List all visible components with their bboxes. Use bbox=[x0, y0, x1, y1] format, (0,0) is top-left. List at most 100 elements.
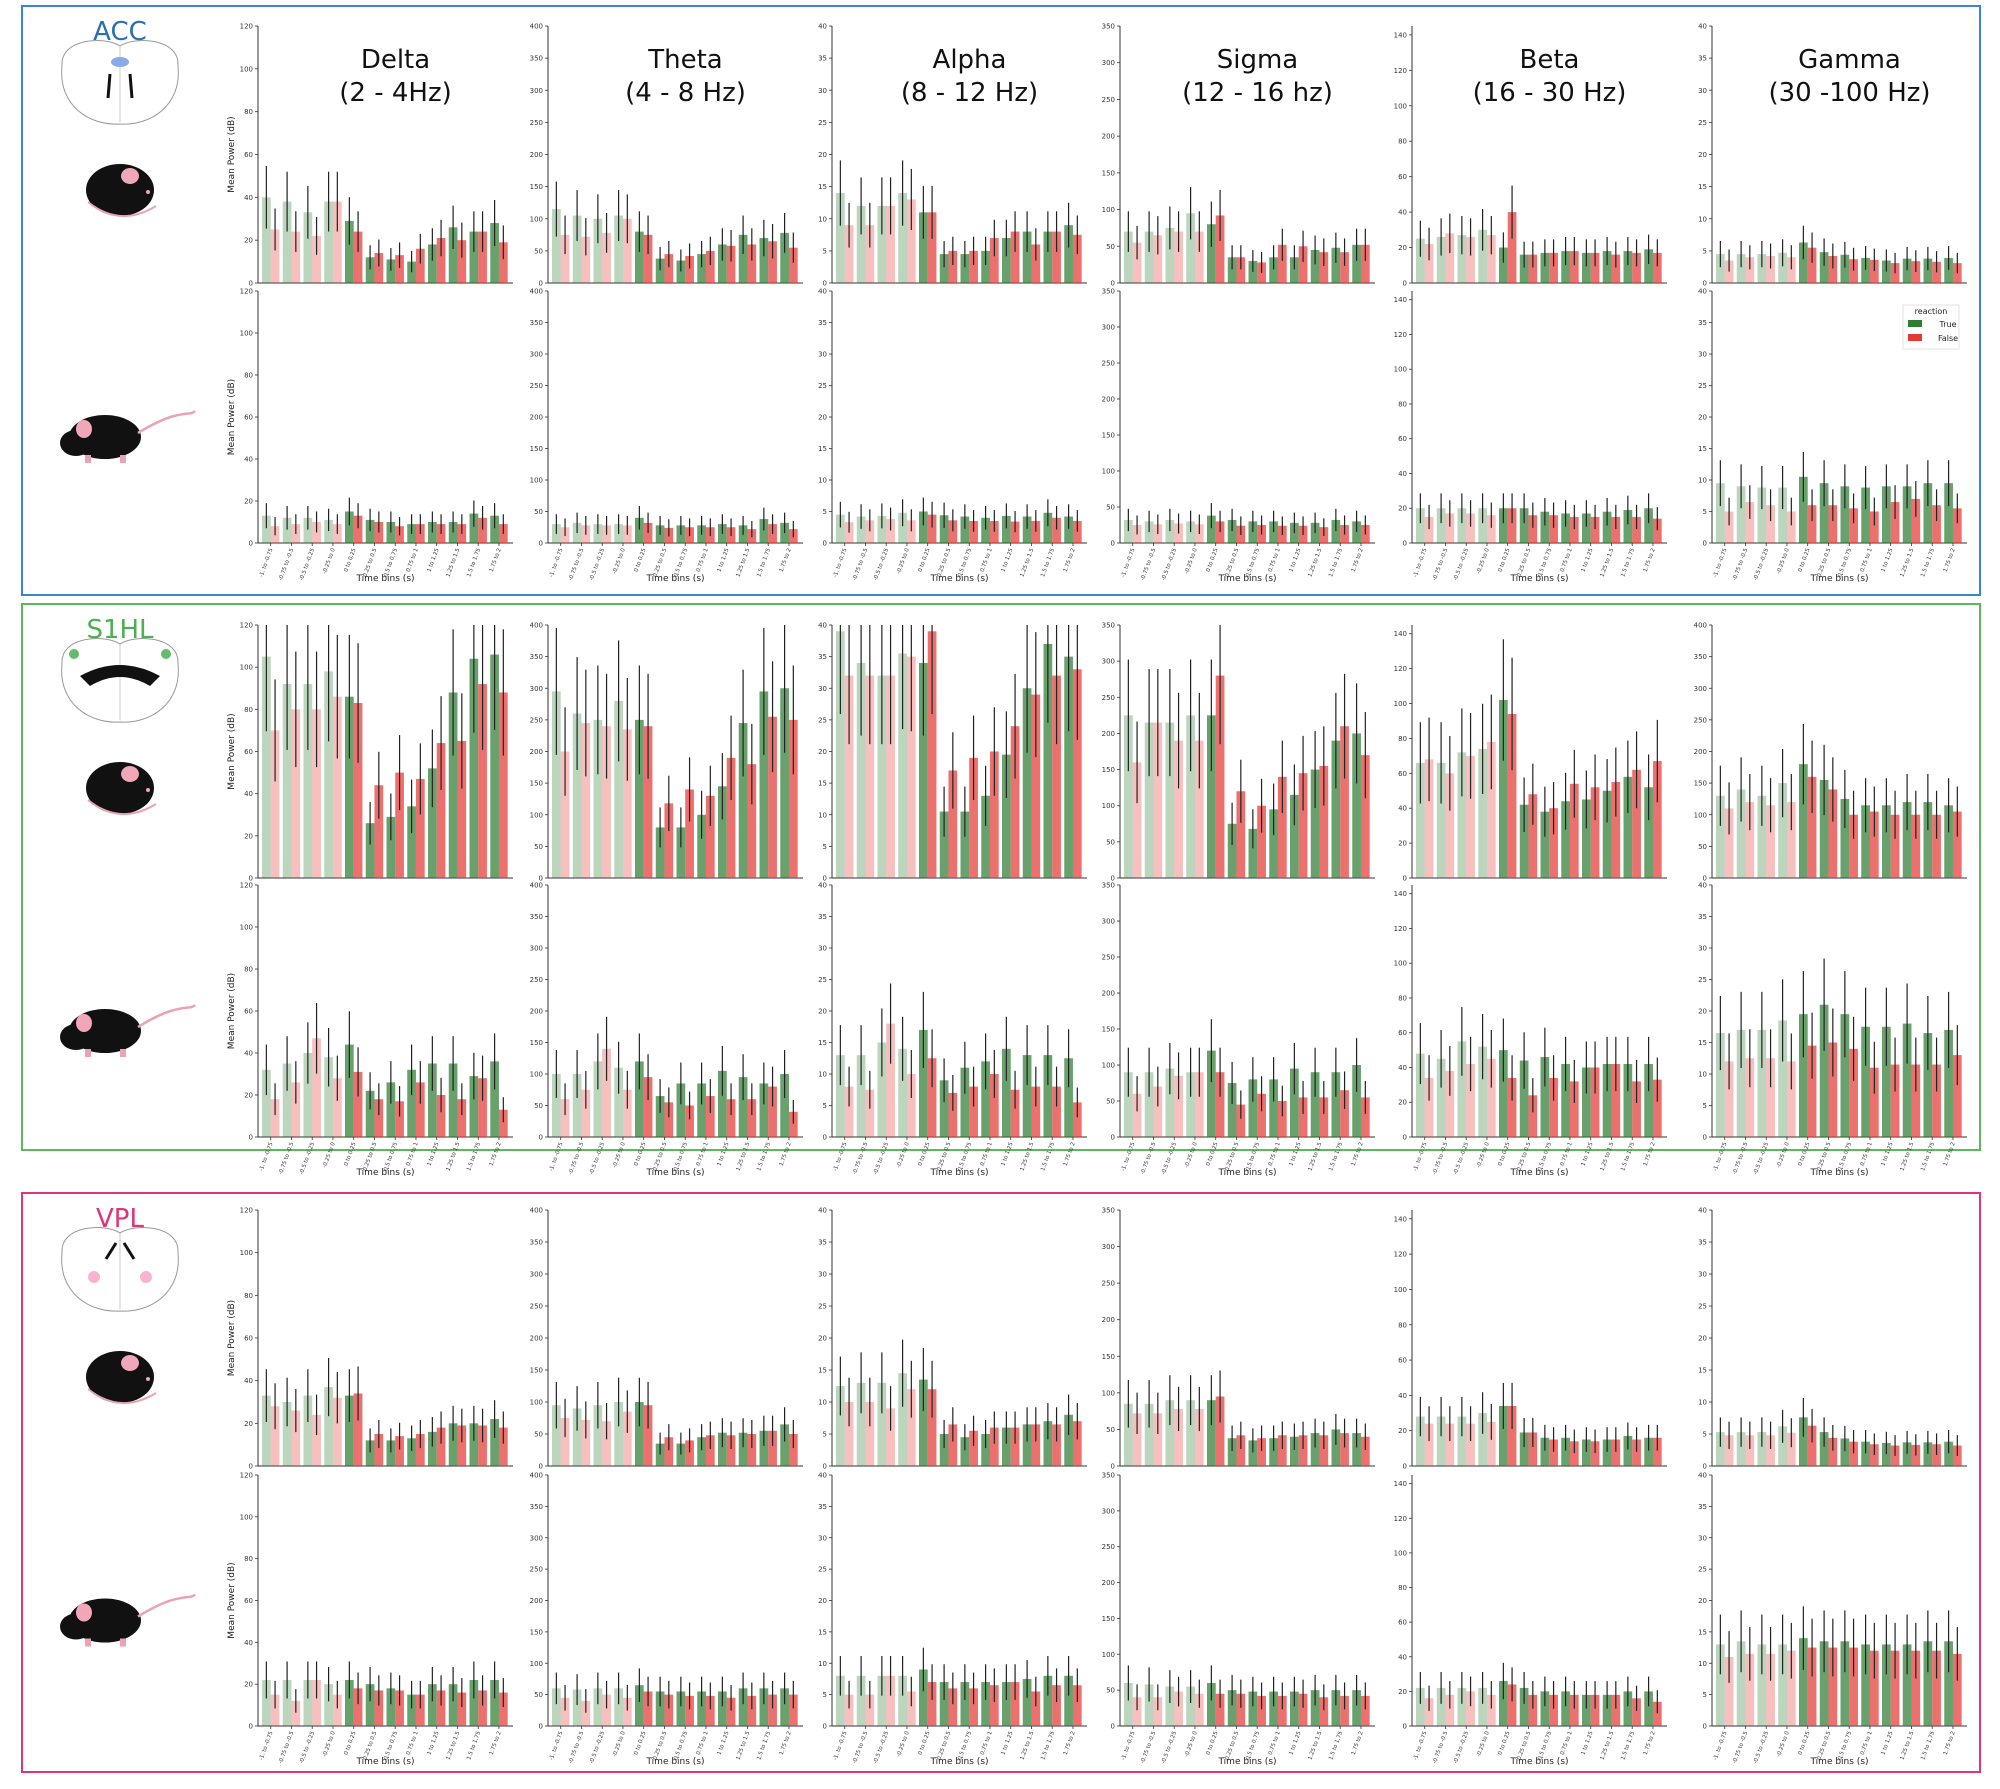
bar-true bbox=[1043, 1421, 1053, 1466]
x-tick-label: -1. to -0.75 bbox=[549, 1141, 565, 1172]
bar-false bbox=[1611, 1439, 1621, 1466]
bar-false bbox=[1236, 791, 1246, 878]
y-tick-label: 120 bbox=[240, 1207, 253, 1215]
bar-false bbox=[1360, 1097, 1370, 1137]
bar-true bbox=[898, 1373, 907, 1466]
bar-true bbox=[490, 515, 499, 543]
bar-false bbox=[927, 514, 937, 543]
x-tick-label: -0.25 to 0 bbox=[1776, 547, 1791, 575]
panel-acc-delta-bottom: 0 20 40 60 80 100 120 Mean Power (dB) -1. to -0.… bbox=[227, 288, 513, 584]
bar-false bbox=[989, 751, 999, 878]
mouse-nose bbox=[146, 788, 150, 792]
bar-false bbox=[1549, 1439, 1558, 1466]
bar-true bbox=[1561, 1064, 1570, 1137]
bar-false bbox=[353, 1071, 363, 1137]
x-tick-label: -0.5 to -0.25 bbox=[589, 1141, 606, 1175]
bar-true bbox=[655, 1096, 665, 1137]
bar-true bbox=[407, 1694, 416, 1726]
y-tick-label: 80 bbox=[1398, 138, 1407, 146]
y-tick-label: 30 bbox=[1698, 945, 1707, 953]
bar-false bbox=[312, 235, 321, 283]
bar-true bbox=[345, 1679, 354, 1726]
band-title-gamma: Gamma bbox=[1798, 45, 1901, 75]
x-tick-label: -0.25 to 0 bbox=[322, 1141, 337, 1169]
bar-true bbox=[1002, 1048, 1011, 1137]
bar-true bbox=[1064, 516, 1073, 543]
bar-true bbox=[1644, 1691, 1653, 1726]
y-axis-label: Mean Power (dB) bbox=[227, 973, 237, 1049]
bar-true bbox=[898, 1675, 907, 1726]
x-tick-label: -1. to -0.75 bbox=[549, 547, 565, 578]
y-tick-label: 300 bbox=[530, 685, 543, 693]
y-tick-label: 20 bbox=[244, 498, 253, 506]
bar-true bbox=[345, 220, 354, 283]
bar-true bbox=[1124, 1072, 1133, 1137]
panel-vpl-sigma-bottom: 0 50 100 150 200 250 300 350 -1. to -0.75 -0.75 t… bbox=[1102, 1472, 1375, 1767]
x-tick-label: 1.25 to 1.5 bbox=[445, 547, 461, 578]
y-tick-label: 0 bbox=[1111, 540, 1115, 548]
bar-false bbox=[1611, 254, 1621, 283]
bar-true bbox=[836, 1055, 845, 1137]
bar-true bbox=[1022, 1678, 1032, 1726]
x-tick-label: 1.5 to 1.75 bbox=[756, 547, 772, 578]
panel-acc-sigma-bottom: 0 50 100 150 200 250 300 350 -1. to -0.75 -0.75 t… bbox=[1102, 288, 1375, 584]
y-tick-label: 400 bbox=[530, 882, 543, 890]
y-tick-label: 10 bbox=[818, 1071, 827, 1079]
y-tick-label: 140 bbox=[1394, 31, 1407, 39]
bar-true bbox=[1799, 476, 1808, 543]
y-tick-label: 0 bbox=[249, 1134, 253, 1142]
y-tick-label: 35 bbox=[818, 319, 827, 327]
y-tick-label: 200 bbox=[1102, 1316, 1115, 1324]
bar-false bbox=[1466, 755, 1475, 878]
bar-false bbox=[1869, 511, 1879, 543]
bar-false bbox=[1849, 259, 1858, 283]
bar-true bbox=[1499, 508, 1508, 543]
bar-true bbox=[365, 519, 375, 543]
y-tick-label: 140 bbox=[1394, 296, 1407, 304]
y-tick-label: 150 bbox=[1102, 169, 1115, 177]
bar-true bbox=[1186, 1400, 1195, 1466]
bar-true bbox=[1819, 252, 1829, 283]
bar-false bbox=[886, 519, 895, 543]
band-title-beta: Beta bbox=[1520, 45, 1580, 75]
x-tick-label: 1 to 1.25 bbox=[1288, 1141, 1302, 1167]
y-tick-label: 15 bbox=[1698, 445, 1707, 453]
y-tick-label: 0 bbox=[539, 1463, 543, 1471]
y-tick-label: 140 bbox=[1394, 630, 1407, 638]
bar-false bbox=[1724, 1061, 1734, 1137]
y-tick-label: 140 bbox=[1394, 890, 1407, 898]
y-tick-label: 80 bbox=[1398, 994, 1407, 1002]
bar-false bbox=[395, 255, 404, 283]
bar-true bbox=[365, 257, 375, 283]
bar-true bbox=[282, 201, 292, 283]
bar-false bbox=[1215, 215, 1225, 283]
bar-true bbox=[759, 691, 769, 878]
bar-false bbox=[1632, 252, 1641, 283]
bar-false bbox=[498, 1692, 508, 1726]
x-tick-label: 1.5 to 1.75 bbox=[1920, 547, 1936, 578]
bar-false bbox=[1153, 235, 1163, 283]
x-tick-label: 0.75 to 1 bbox=[1268, 1731, 1282, 1756]
y-tick-label: 25 bbox=[818, 716, 827, 724]
bar-true bbox=[1716, 254, 1725, 283]
bar-false bbox=[478, 231, 487, 283]
bar-true bbox=[981, 1061, 990, 1137]
panel-vpl-delta-top: 0 20 40 60 80 100 120 Mean Power (dB) bbox=[227, 1207, 513, 1471]
panel-s1hl-gamma-top: 0 50 100 150 200 250 300 350 400 bbox=[1694, 622, 1967, 883]
bar-true bbox=[780, 688, 789, 878]
bar-true bbox=[780, 1424, 789, 1466]
bar-false bbox=[395, 1436, 404, 1466]
x-tick-label: 1.25 to 1.5 bbox=[1019, 547, 1035, 578]
x-tick-label: 0.75 to 1 bbox=[696, 548, 710, 573]
y-tick-label: 300 bbox=[1102, 918, 1115, 926]
y-tick-label: 20 bbox=[818, 414, 827, 422]
bar-true bbox=[981, 250, 990, 283]
y-tick-label: 40 bbox=[1398, 1064, 1407, 1072]
bar-false bbox=[1807, 505, 1817, 543]
bar-false bbox=[312, 709, 321, 878]
bar-true bbox=[365, 1684, 375, 1726]
y-tick-label: 20 bbox=[818, 151, 827, 159]
x-tick-label: -0.5 to -0.25 bbox=[299, 1141, 316, 1175]
x-axis-label: Time bins (s) bbox=[355, 1168, 414, 1178]
bar-true bbox=[1124, 1682, 1133, 1726]
